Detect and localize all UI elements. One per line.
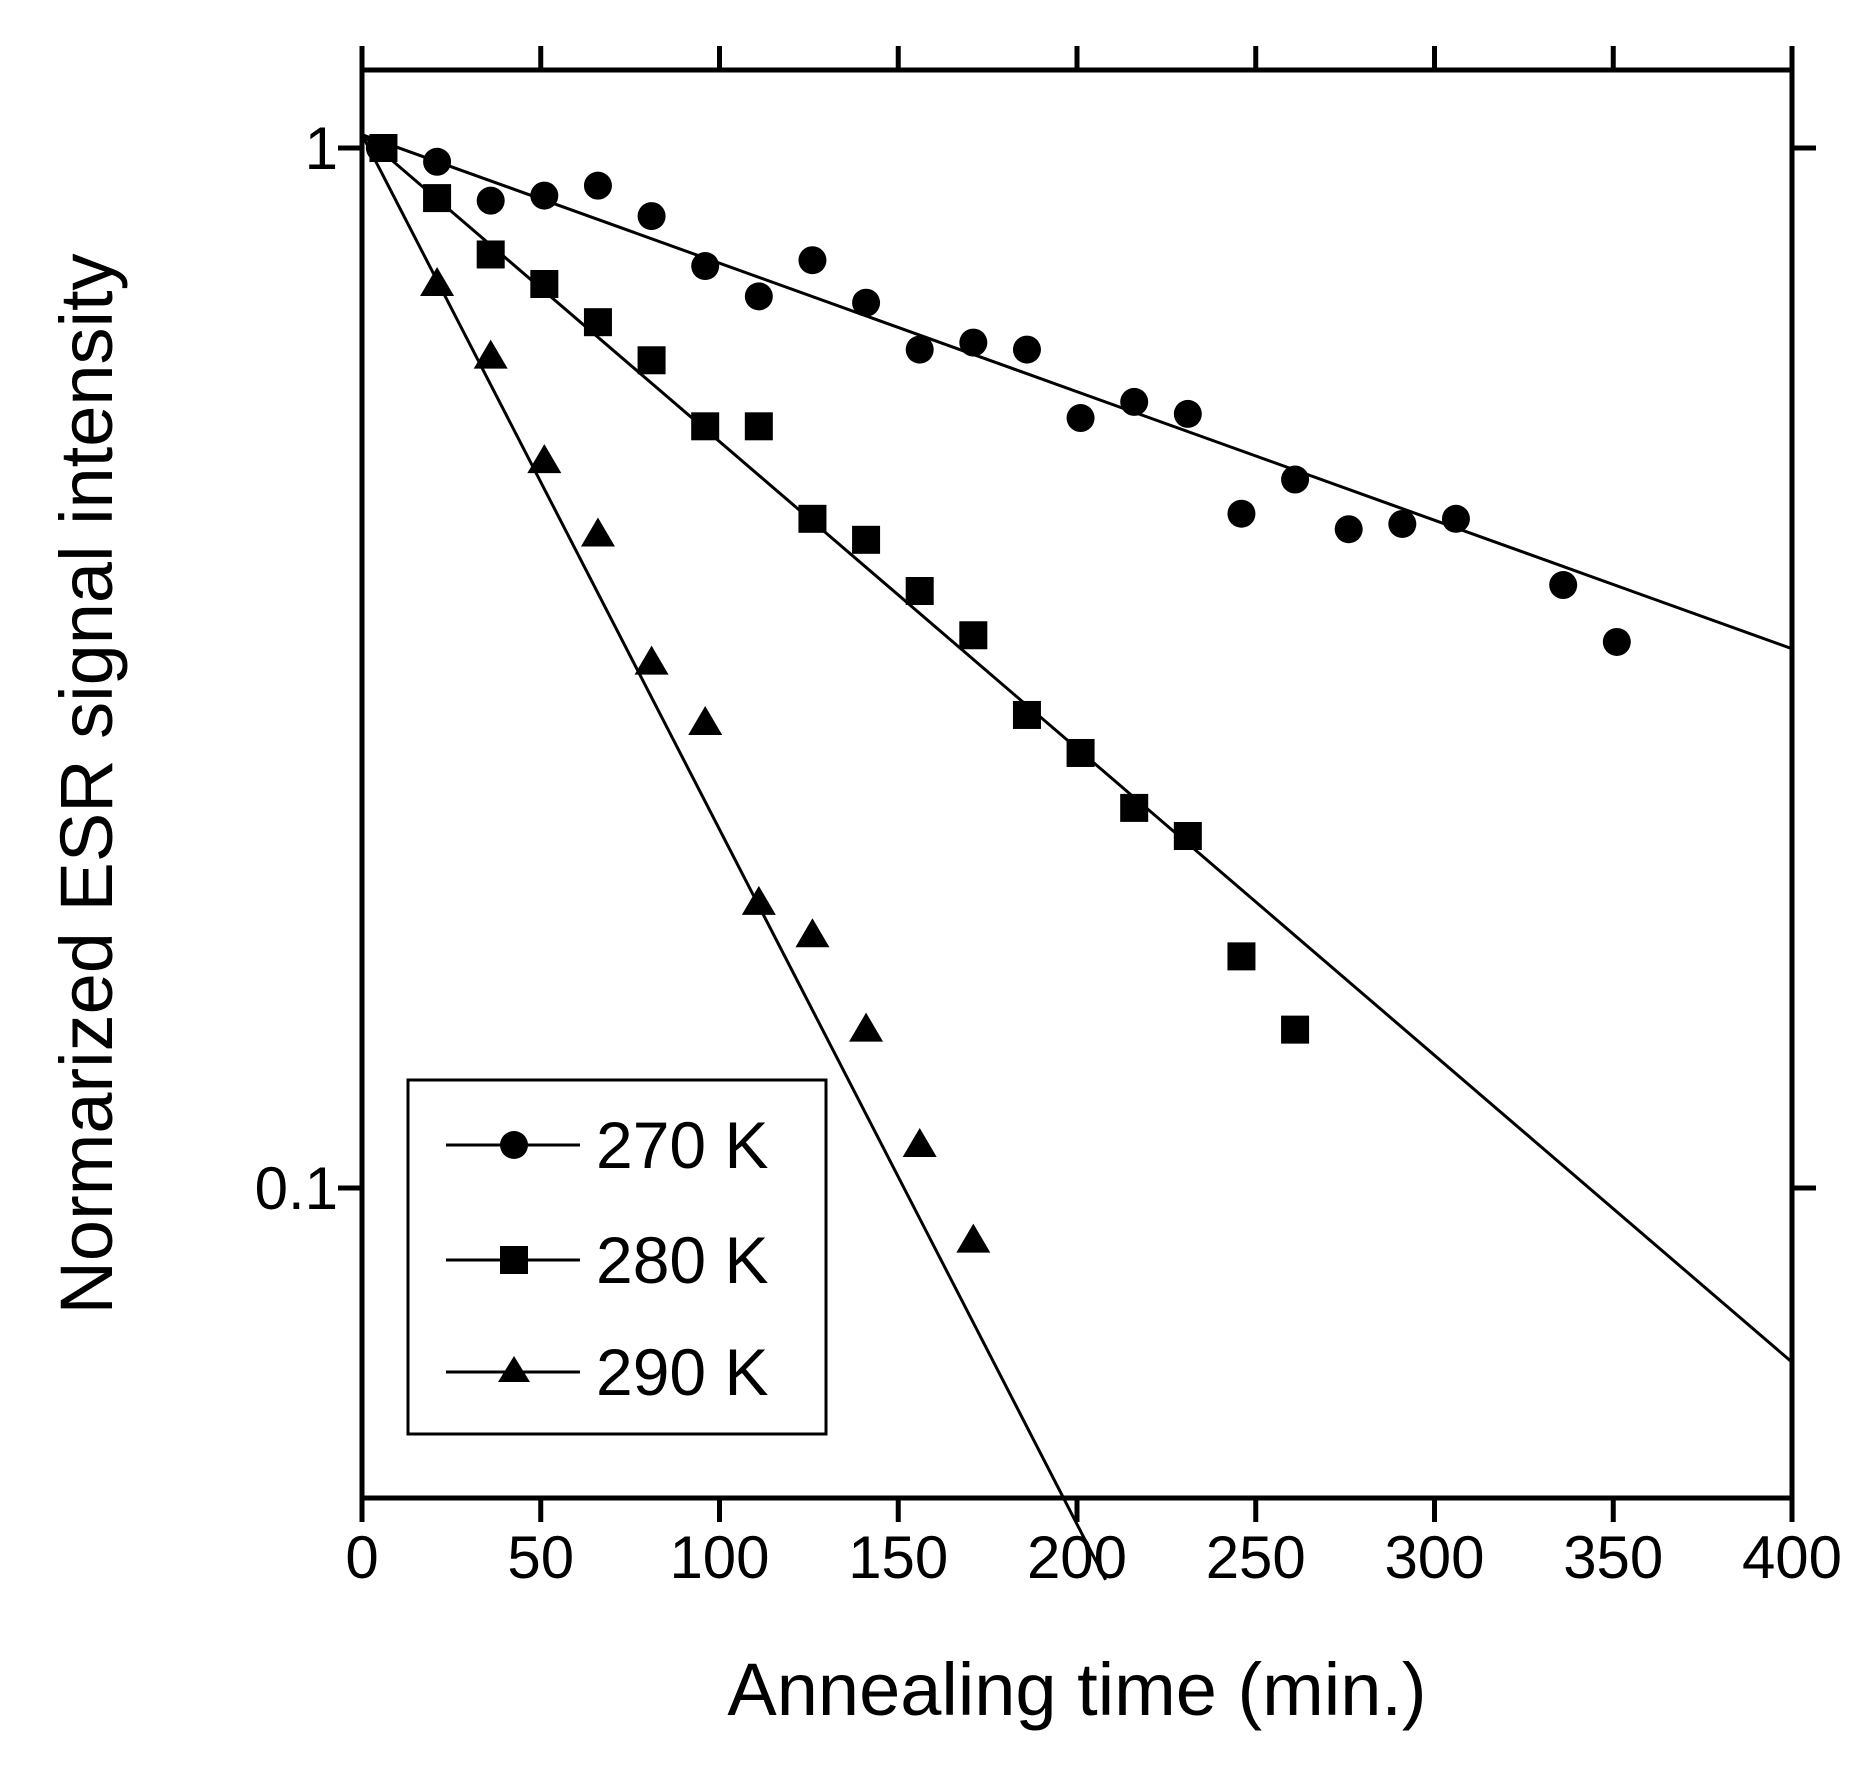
data-point-280K [1066, 738, 1095, 767]
data-point-290K [795, 918, 830, 948]
data-point-270K [1066, 404, 1095, 433]
data-point-270K [1602, 627, 1631, 656]
data-point-290K [527, 444, 562, 474]
data-point-270K [1549, 571, 1578, 600]
data-point-280K [423, 184, 452, 213]
x-tick-labels: 0 50 100 150 200 250 300 350 400 [345, 1524, 1842, 1591]
data-point-270K [1012, 335, 1041, 364]
data-point-280K [905, 577, 934, 606]
data-point-280K [1281, 1015, 1310, 1044]
data-point-270K [691, 252, 720, 281]
data-point-290K [634, 645, 669, 675]
y-tick-label: 1 [305, 115, 338, 182]
legend: 270 K 280 K 290 K [406, 1078, 828, 1436]
data-point-270K [1281, 465, 1310, 494]
data-point-280K [637, 346, 666, 375]
data-point-270K [637, 202, 666, 231]
legend-marker-270K [500, 1131, 528, 1159]
data-point-280K [798, 504, 827, 533]
data-point-290K [902, 1127, 937, 1157]
axis-ticks [338, 46, 1816, 1522]
legend-label-280K: 280 K [596, 1223, 768, 1297]
x-tick-label: 50 [507, 1524, 574, 1591]
data-point-280K [1012, 700, 1041, 729]
data-point-280K [530, 269, 559, 298]
data-point-280K [1120, 793, 1149, 822]
data-point-280K [959, 621, 988, 650]
data-point-270K [744, 282, 773, 311]
y-axis-label: Normarized ESR signal intensity [45, 253, 128, 1314]
data-point-290K [688, 705, 723, 735]
x-tick-label: 200 [1027, 1524, 1127, 1591]
data-markers [365, 134, 1631, 1253]
data-point-270K [1227, 499, 1256, 528]
x-tick-label: 250 [1206, 1524, 1306, 1591]
data-point-270K [1441, 504, 1470, 533]
x-tick-label: 350 [1563, 1524, 1663, 1591]
data-point-280K [744, 412, 773, 441]
y-tick-labels: 1 0.1 [255, 115, 338, 1222]
x-tick-label: 150 [848, 1524, 948, 1591]
data-point-270K [476, 186, 505, 215]
x-axis-label: Annealing time (min.) [727, 1648, 1426, 1731]
x-tick-label: 400 [1742, 1524, 1842, 1591]
data-point-270K [1334, 515, 1363, 544]
data-point-280K [1173, 822, 1202, 851]
data-point-270K [959, 328, 988, 357]
legend-box [406, 1078, 828, 1436]
data-point-290K [473, 339, 508, 369]
x-tick-label: 300 [1384, 1524, 1484, 1591]
data-point-280K [691, 412, 720, 441]
fit-line-270K [361, 133, 1793, 651]
data-point-270K [1388, 509, 1417, 538]
legend-label-270K: 270 K [596, 1108, 768, 1182]
data-point-280K [476, 240, 505, 269]
data-point-270K [530, 181, 559, 210]
data-point-270K [798, 246, 827, 275]
legend-marker-280K [500, 1246, 528, 1274]
x-tick-label: 100 [669, 1524, 769, 1591]
data-point-290K [849, 1012, 884, 1042]
data-point-290K [741, 885, 776, 915]
data-point-270K [583, 171, 612, 200]
data-point-280K [583, 308, 612, 337]
legend-marker-290K [498, 1356, 530, 1382]
data-point-270K [423, 147, 452, 176]
fit-line-290K [360, 133, 1107, 1581]
y-tick-label: 0.1 [255, 1155, 338, 1222]
data-point-280K [369, 134, 398, 162]
data-point-290K [420, 266, 455, 296]
data-point-290K [580, 517, 615, 547]
data-point-290K [956, 1223, 991, 1253]
data-point-270K [852, 288, 881, 317]
data-point-270K [1173, 399, 1202, 428]
data-point-270K [1120, 387, 1149, 416]
x-tick-label: 0 [345, 1524, 378, 1591]
data-point-280K [852, 525, 881, 554]
legend-label-290K: 290 K [596, 1335, 768, 1409]
data-point-270K [905, 335, 934, 364]
data-point-280K [1227, 942, 1256, 971]
